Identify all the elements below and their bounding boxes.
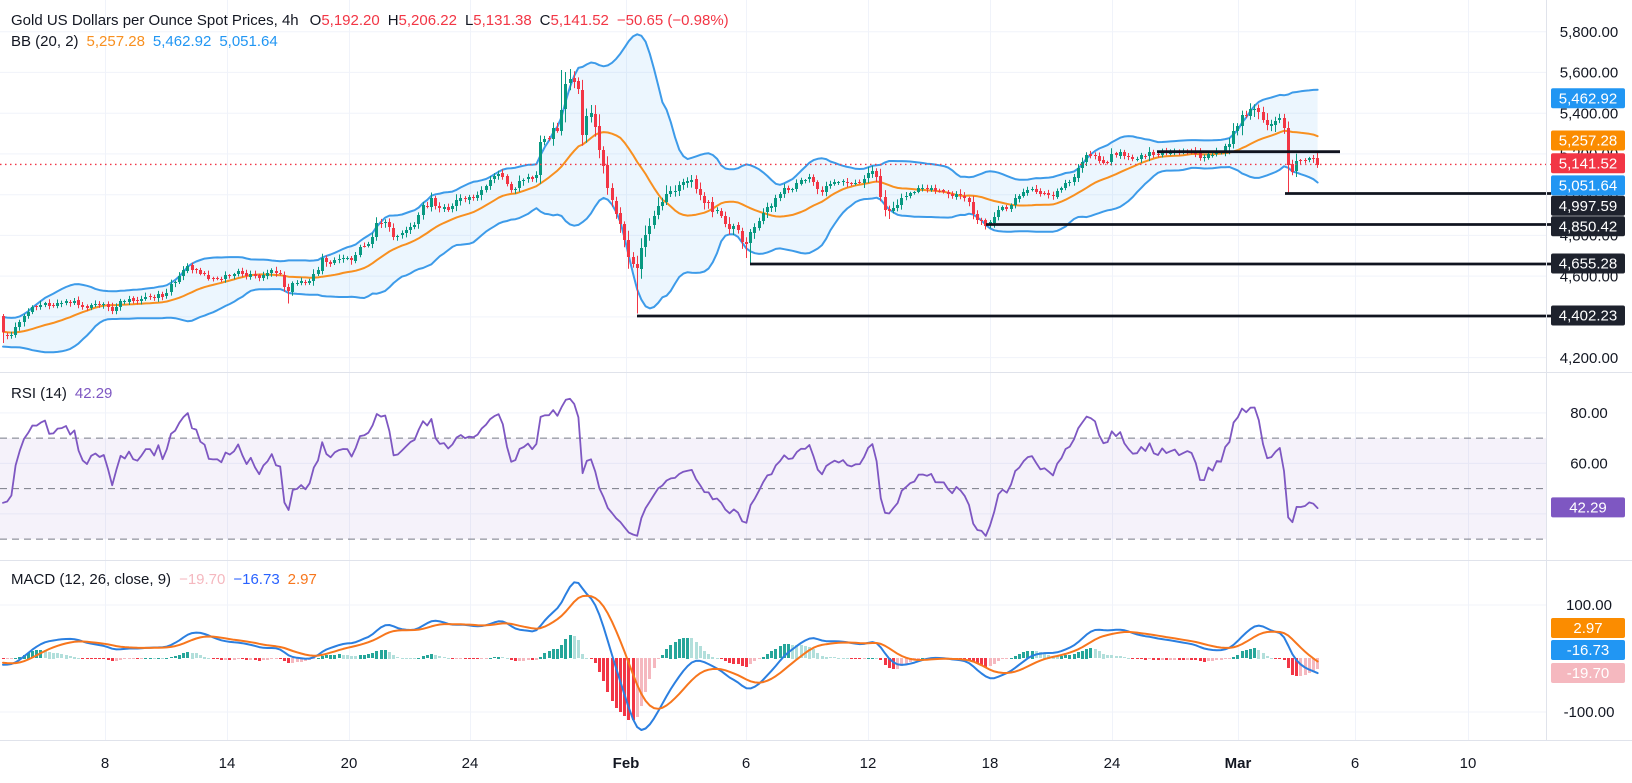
- svg-text:4,850.42: 4,850.42: [1559, 218, 1617, 235]
- svg-text:BB (20, 2)5,257.285,462.925,05: BB (20, 2) 5,257.28 5,462.92 5,051.64: [11, 33, 278, 50]
- svg-text:18: 18: [982, 755, 999, 772]
- svg-text:4,402.23: 4,402.23: [1559, 308, 1617, 325]
- svg-text:4,655.28: 4,655.28: [1559, 256, 1617, 273]
- svg-text:6: 6: [742, 755, 750, 772]
- svg-text:5,051.64: 5,051.64: [1559, 178, 1617, 195]
- svg-text:4,200.00: 4,200.00: [1560, 350, 1618, 367]
- svg-text:Feb: Feb: [613, 755, 640, 772]
- svg-text:Gold US Dollars per Ounce Spot: Gold US Dollars per Ounce Spot Prices, 4…: [11, 12, 729, 29]
- svg-text:20: 20: [341, 755, 358, 772]
- svg-text:100.00: 100.00: [1566, 597, 1612, 614]
- svg-text:-100.00: -100.00: [1564, 704, 1615, 721]
- svg-text:10: 10: [1460, 755, 1477, 772]
- svg-text:5,462.92: 5,462.92: [1559, 91, 1617, 108]
- svg-text:12: 12: [860, 755, 877, 772]
- svg-text:5,400.00: 5,400.00: [1560, 105, 1618, 122]
- svg-text:24: 24: [1104, 755, 1121, 772]
- svg-text:5,141.52: 5,141.52: [1559, 156, 1617, 173]
- svg-text:14: 14: [219, 755, 236, 772]
- svg-text:2.97: 2.97: [1573, 620, 1602, 637]
- svg-text:-19.70: -19.70: [1567, 665, 1610, 682]
- svg-text:42.29: 42.29: [1569, 500, 1607, 517]
- svg-text:RSI (14)42.29: RSI (14) 42.29: [11, 385, 112, 402]
- svg-text:Mar: Mar: [1225, 755, 1252, 772]
- svg-text:MACD (12, 26, close, 9)−19.70−: MACD (12, 26, close, 9) −19.70 −16.73 2.97: [11, 571, 317, 588]
- svg-text:60.00: 60.00: [1570, 456, 1608, 473]
- svg-text:80.00: 80.00: [1570, 405, 1608, 422]
- svg-text:5,257.28: 5,257.28: [1559, 133, 1617, 150]
- svg-text:4,997.59: 4,997.59: [1559, 198, 1617, 215]
- svg-text:6: 6: [1351, 755, 1359, 772]
- svg-text:5,600.00: 5,600.00: [1560, 65, 1618, 82]
- svg-text:-16.73: -16.73: [1567, 642, 1610, 659]
- svg-text:5,800.00: 5,800.00: [1560, 24, 1618, 41]
- svg-text:8: 8: [101, 755, 109, 772]
- svg-text:24: 24: [462, 755, 479, 772]
